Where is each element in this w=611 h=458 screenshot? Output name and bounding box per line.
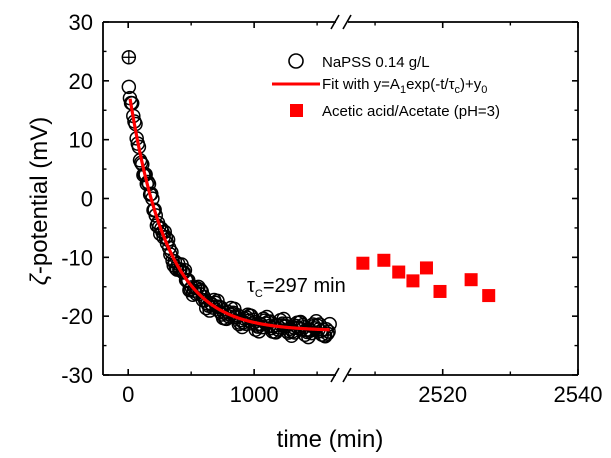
data-point-acetate [356, 256, 370, 270]
series-acetate [356, 253, 496, 303]
data-point-acetate [419, 261, 433, 275]
data-point-napss [121, 79, 137, 95]
legend-label-acetate: Acetic acid/Acetate (pH=3) [322, 103, 500, 120]
axes-frame [102, 14, 579, 383]
tau-annotation: τC=297 min [247, 275, 346, 300]
legend-label-fit: Fit with y=A1exp(-t/τc)+y0 [322, 76, 487, 96]
x-tick-label: 2520 [418, 382, 467, 407]
y-tick-label: 0 [81, 187, 93, 212]
y-tick-label: -20 [61, 304, 93, 329]
data-point-napss [321, 324, 336, 339]
plot-area [121, 50, 496, 345]
legend-marker-acetate [290, 104, 303, 117]
axis-break-mark [342, 14, 352, 30]
y-tick-label: -30 [61, 363, 93, 388]
data-point-acetate [392, 265, 406, 279]
data-point-acetate [406, 274, 420, 288]
x-tick-label: 0 [122, 382, 134, 407]
series-napss [121, 50, 337, 345]
legend-marker-napss [288, 53, 304, 69]
y-tick-label: 30 [69, 10, 93, 35]
tick-labels: 30 20 10 0 -10 -20 -30 0 1000 2520 2540 [61, 10, 602, 407]
axis-break-mark [330, 14, 340, 30]
legend: NaPSS 0.14 g/L Fit with y=A1exp(-t/τc)+y… [272, 53, 500, 120]
data-point-napss [322, 316, 337, 332]
axis-break-mark [342, 367, 352, 383]
x-tick-label: 1000 [230, 382, 279, 407]
data-point-acetate [482, 289, 496, 303]
data-point-acetate [464, 273, 478, 287]
data-point-napss [147, 202, 162, 218]
y-axis-label: ζ-potential (mV) [26, 117, 53, 286]
legend-label-napss: NaPSS 0.14 g/L [322, 54, 430, 71]
axis-break-mark [330, 367, 340, 383]
x-axis-label: time (min) [277, 426, 384, 453]
x-tick-label: 2540 [554, 382, 603, 407]
fit-line [128, 98, 330, 332]
y-tick-label: 10 [69, 128, 93, 153]
data-point-napss [320, 326, 335, 341]
y-tick-label: 20 [69, 69, 93, 94]
data-point-acetate [377, 253, 391, 267]
data-point-acetate [433, 284, 447, 298]
y-tick-label: -10 [61, 245, 93, 270]
